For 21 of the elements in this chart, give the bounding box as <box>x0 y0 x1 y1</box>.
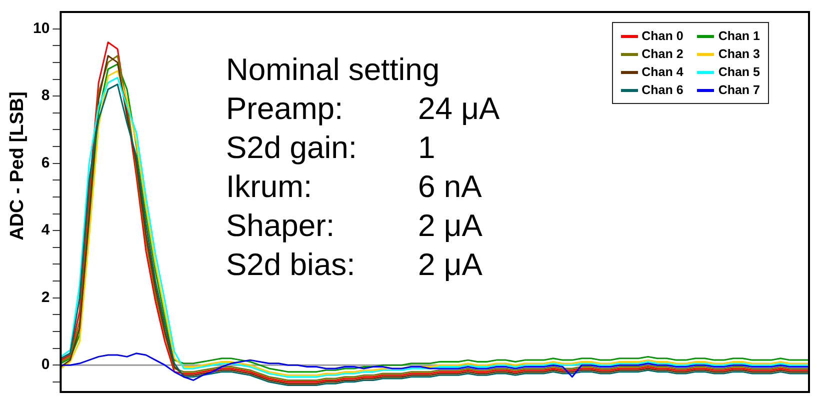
legend-label: Chan 5 <box>718 65 760 79</box>
annotation: Nominal setting <box>226 52 440 87</box>
text: Ikrum: 6 nA <box>226 169 482 204</box>
y-tick-label: 6 <box>41 154 50 172</box>
text: S2d bias: 2 μA <box>226 247 482 282</box>
y-tick-label: 8 <box>41 87 50 104</box>
legend-label: Chan 0 <box>642 29 684 43</box>
y-tick-label: 10 <box>32 20 50 37</box>
y-tick-label: 2 <box>41 288 50 306</box>
legend-label: Chan 1 <box>718 29 760 43</box>
text: Preamp: 24 μA <box>226 91 500 126</box>
text: S2d gain: 1 <box>226 130 436 165</box>
legend-label: Chan 2 <box>642 47 684 61</box>
text: Shaper: 2 μA <box>226 208 482 243</box>
y-axis-title: ADC - Ped [LSB] <box>7 90 29 242</box>
y-tick-label: 4 <box>41 222 50 239</box>
legend-label: Chan 7 <box>718 83 760 97</box>
legend-label: Chan 6 <box>642 83 684 97</box>
legend-label: Chan 3 <box>718 47 760 61</box>
y-tick-label: 0 <box>41 356 50 374</box>
legend-label: Chan 4 <box>642 65 684 79</box>
